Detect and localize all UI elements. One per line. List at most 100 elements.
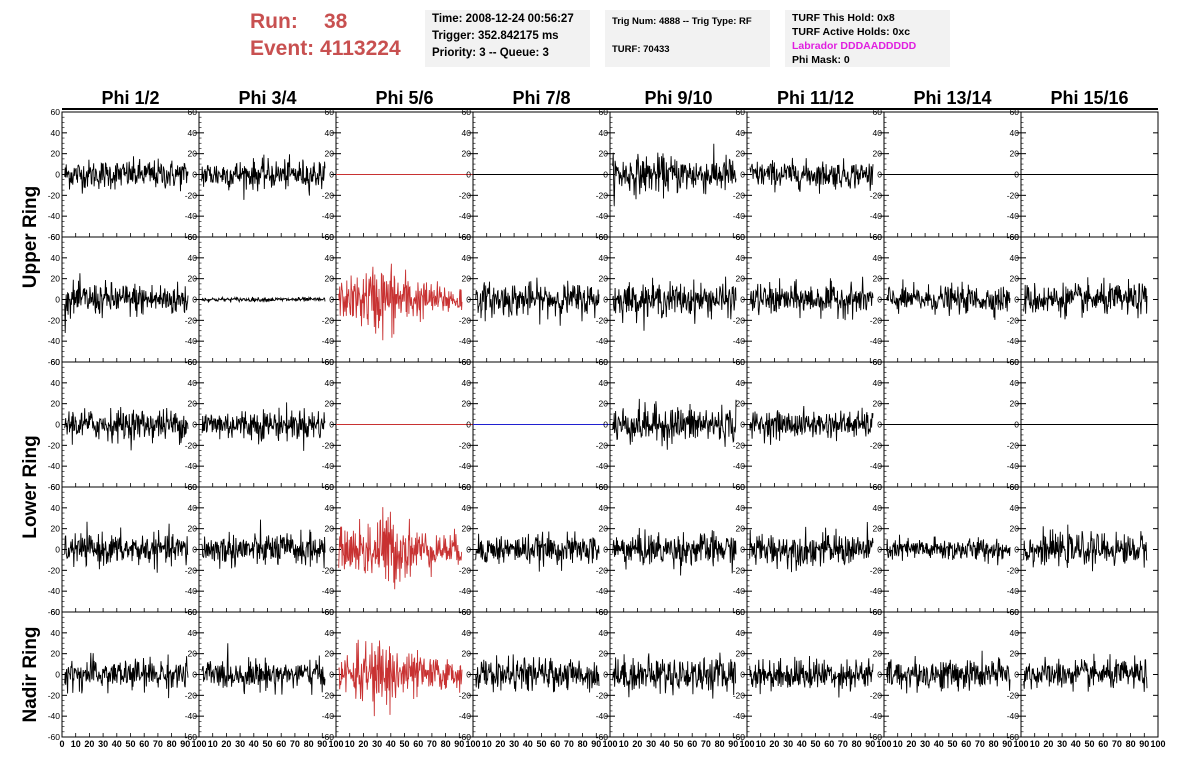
y-tick-label: -40 — [459, 336, 472, 346]
y-tick-label: 40 — [599, 378, 609, 388]
trig-text: Trig Num: 4888 -- Trig Type: RF — [612, 16, 752, 27]
column-header: Phi 13/14 — [913, 88, 991, 108]
x-tick-label: 60 — [961, 739, 971, 749]
waveform-trace — [749, 157, 874, 194]
waveform-trace — [201, 154, 326, 200]
x-tick-label: 70 — [838, 739, 848, 749]
time-info-box: Time: 2008-12-24 00:56:27 Trigger: 352.8… — [425, 10, 590, 67]
waveform-trace — [612, 398, 737, 450]
event-value: 4113224 — [320, 37, 401, 60]
y-tick-label: -20 — [48, 190, 61, 200]
x-tick-label: 90 — [454, 739, 464, 749]
x-tick-label: 70 — [701, 739, 711, 749]
y-tick-label: 0 — [1014, 170, 1019, 180]
x-tick-label: 10 — [1030, 739, 1040, 749]
x-tick-label: 100 — [191, 739, 206, 749]
y-tick-label: 40 — [873, 253, 883, 263]
y-tick-label: 60 — [51, 607, 61, 617]
y-tick-label: -20 — [459, 315, 472, 325]
y-tick-label: 20 — [873, 274, 883, 284]
x-tick-label: 80 — [167, 739, 177, 749]
y-tick-label: 0 — [603, 420, 608, 430]
x-tick-label: 40 — [660, 739, 670, 749]
x-tick-label: 100 — [739, 739, 754, 749]
y-tick-label: 0 — [1014, 545, 1019, 555]
y-tick-label: 40 — [51, 128, 61, 138]
y-tick-label: 40 — [51, 628, 61, 638]
y-tick-label: 0 — [877, 670, 882, 680]
y-tick-label: 20 — [325, 149, 335, 159]
x-tick-label: 50 — [1084, 739, 1094, 749]
x-tick-label: 40 — [797, 739, 807, 749]
y-tick-label: 40 — [599, 253, 609, 263]
x-tick-label: 40 — [249, 739, 259, 749]
y-tick-label: 60 — [188, 357, 198, 367]
y-tick-label: -60 — [48, 607, 61, 617]
y-tick-label: 0 — [1014, 670, 1019, 680]
y-tick-label: 0 — [603, 545, 608, 555]
y-tick-label: 20 — [873, 399, 883, 409]
waveform-trace — [749, 276, 874, 321]
y-tick-label: 40 — [325, 128, 335, 138]
y-tick-label: 0 — [740, 170, 745, 180]
waveform-trace — [338, 507, 463, 590]
y-tick-label: 40 — [51, 378, 61, 388]
x-tick-label: 90 — [1139, 739, 1149, 749]
y-tick-label: -40 — [870, 211, 883, 221]
y-tick-label: 60 — [736, 232, 746, 242]
y-tick-label: -40 — [870, 711, 883, 721]
y-tick-label: 0 — [55, 670, 60, 680]
waveform-trace — [612, 527, 737, 576]
y-tick-label: -20 — [733, 565, 746, 575]
y-tick-label: 60 — [325, 482, 335, 492]
event-label: Event: — [250, 37, 315, 60]
y-tick-label: -40 — [596, 586, 609, 596]
column-header: Phi 1/2 — [101, 88, 159, 108]
y-tick-label: -20 — [870, 565, 883, 575]
ring-label: Lower Ring — [20, 435, 41, 538]
y-tick-label: 40 — [1010, 628, 1020, 638]
y-tick-label: -40 — [1007, 586, 1020, 596]
y-tick-label: 0 — [877, 295, 882, 305]
y-tick-label: -20 — [870, 440, 883, 450]
y-tick-label: 60 — [1010, 607, 1020, 617]
y-tick-label: 0 — [329, 170, 334, 180]
y-tick-label: 60 — [1010, 232, 1020, 242]
y-tick-label: -40 — [459, 461, 472, 471]
x-tick-label: 20 — [221, 739, 231, 749]
x-tick-label: 50 — [673, 739, 683, 749]
y-tick-label: -20 — [1007, 565, 1020, 575]
x-tick-label: 70 — [153, 739, 163, 749]
y-tick-label: 20 — [462, 649, 472, 659]
waveform-trace — [612, 143, 737, 207]
y-tick-label: 20 — [325, 649, 335, 659]
y-tick-label: 0 — [192, 170, 197, 180]
y-tick-label: 40 — [462, 253, 472, 263]
y-tick-label: -40 — [870, 336, 883, 346]
x-tick-label: 30 — [235, 739, 245, 749]
y-tick-label: -20 — [48, 690, 61, 700]
y-tick-label: -20 — [733, 440, 746, 450]
y-tick-label: 60 — [873, 482, 883, 492]
y-tick-label: -40 — [596, 211, 609, 221]
y-tick-label: 0 — [192, 545, 197, 555]
y-tick-label: 40 — [599, 628, 609, 638]
y-tick-label: -20 — [48, 565, 61, 575]
y-tick-label: 20 — [325, 399, 335, 409]
y-tick-label: -20 — [733, 315, 746, 325]
x-tick-label: 90 — [591, 739, 601, 749]
y-tick-label: 20 — [188, 524, 198, 534]
